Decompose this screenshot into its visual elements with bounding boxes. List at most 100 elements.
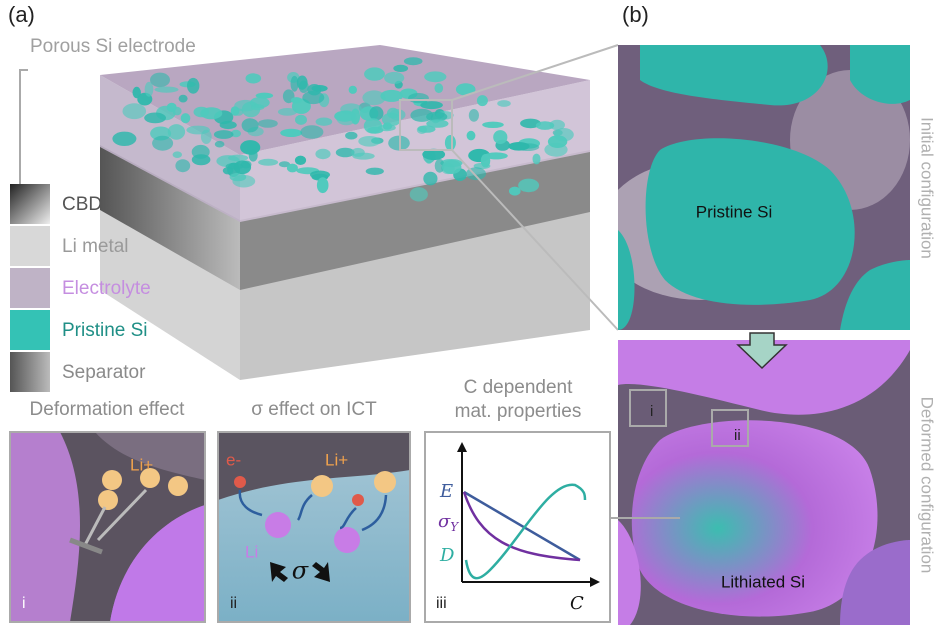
- si-particle: [280, 129, 302, 137]
- si-particle: [554, 128, 574, 141]
- si-particle: [426, 119, 448, 127]
- inset-title: mat. properties: [455, 401, 582, 422]
- si-particle: [256, 93, 273, 99]
- bracket: [20, 70, 28, 188]
- si-particle: [251, 104, 264, 110]
- si-particle: [435, 83, 444, 93]
- figure: (a) Porous Si electrode CBD Li metal Ele…: [0, 0, 939, 627]
- si-particle: [287, 164, 298, 173]
- si-particle: [310, 171, 330, 180]
- inset-image: [10, 432, 205, 622]
- si-particle: [167, 103, 177, 112]
- ion: [168, 476, 188, 496]
- si-particle: [258, 159, 278, 166]
- si-particle: [144, 113, 166, 124]
- si-particle: [533, 154, 541, 165]
- si-particle: [345, 132, 357, 140]
- legend-swatch: [10, 352, 50, 392]
- stress-label: σ: [292, 557, 309, 585]
- legend-label: Separator: [62, 362, 146, 383]
- si-particle: [423, 172, 437, 186]
- si-particle: [181, 113, 191, 123]
- inset-title: C dependent: [464, 377, 574, 398]
- si-particle: [536, 121, 554, 130]
- curve-label: E: [439, 481, 453, 502]
- si-particle: [404, 57, 423, 65]
- si-particle: [518, 179, 539, 193]
- atom-label: Li: [245, 542, 258, 561]
- si-particle: [497, 100, 511, 107]
- panel-label: (b): [622, 2, 649, 27]
- electrode-block: [100, 45, 590, 380]
- curve-label: D: [439, 545, 455, 566]
- si-particle: [315, 149, 330, 159]
- si-particle: [215, 141, 225, 148]
- box-label: ii: [734, 427, 741, 444]
- electron: [352, 494, 364, 506]
- si-particle: [186, 126, 210, 135]
- si-particle: [112, 132, 136, 146]
- si-particle: [173, 151, 182, 158]
- si-particle: [467, 131, 476, 141]
- si-particle: [367, 127, 383, 134]
- si-particle: [278, 108, 297, 116]
- si-particle: [408, 93, 429, 103]
- si-particle: [152, 136, 173, 151]
- si-particle: [228, 155, 248, 162]
- inset-title: Deformation effect: [30, 399, 186, 420]
- si-particle: [223, 167, 234, 174]
- si-particle: [179, 95, 188, 103]
- si-particle: [297, 76, 308, 90]
- si-particle: [145, 82, 154, 97]
- si-particle: [317, 177, 329, 193]
- si-particle: [295, 115, 307, 125]
- si-particle: [316, 118, 333, 126]
- particle-label: Pristine Si: [696, 202, 773, 221]
- si-particle: [214, 130, 234, 139]
- si-particle: [364, 67, 385, 80]
- si-particle: [358, 136, 380, 147]
- si-particle: [484, 152, 507, 159]
- legend-label: Electrolyte: [62, 278, 151, 299]
- si-particle: [258, 119, 278, 128]
- inset-numeral: iii: [436, 595, 447, 612]
- si-particle: [351, 148, 365, 157]
- si-particle: [200, 107, 222, 119]
- si-particle: [242, 118, 259, 132]
- si-particle: [482, 122, 504, 128]
- legend-swatch: [10, 184, 50, 224]
- ion-label: Li+: [130, 455, 153, 474]
- si-particle: [442, 160, 461, 174]
- si-particle: [493, 130, 507, 144]
- si-particle: [302, 91, 324, 104]
- si-particle: [445, 135, 456, 151]
- ion: [102, 470, 122, 490]
- si-particle: [295, 156, 306, 165]
- si-particle: [155, 87, 179, 93]
- si-particle: [349, 86, 357, 94]
- legend-swatch: [10, 226, 50, 266]
- inset-title: σ effect on ICT: [251, 399, 377, 420]
- si-particle: [362, 90, 385, 105]
- si-particle: [508, 142, 529, 151]
- legend-label: Pristine Si: [62, 320, 148, 341]
- si-particle: [477, 95, 488, 106]
- x-axis-label: C: [570, 593, 584, 614]
- curve-label-symbol: σ: [438, 511, 451, 532]
- si-particle: [312, 85, 328, 92]
- side-label: Initial configuration: [918, 117, 937, 259]
- si-particle: [424, 71, 446, 82]
- inset-image: [218, 432, 410, 622]
- electron-label: e-: [226, 450, 241, 469]
- ion: [98, 490, 118, 510]
- si-particle: [123, 103, 147, 119]
- particle-label: Lithiated Si: [721, 572, 805, 591]
- panel-label: (a): [8, 2, 35, 27]
- ion: [311, 475, 333, 497]
- initial-image: [600, 45, 910, 330]
- si-particle: [175, 159, 190, 172]
- si-particle: [469, 109, 479, 122]
- curve-label-subscript: Y: [450, 520, 459, 534]
- legend-swatch: [10, 268, 50, 308]
- ion: [374, 471, 396, 493]
